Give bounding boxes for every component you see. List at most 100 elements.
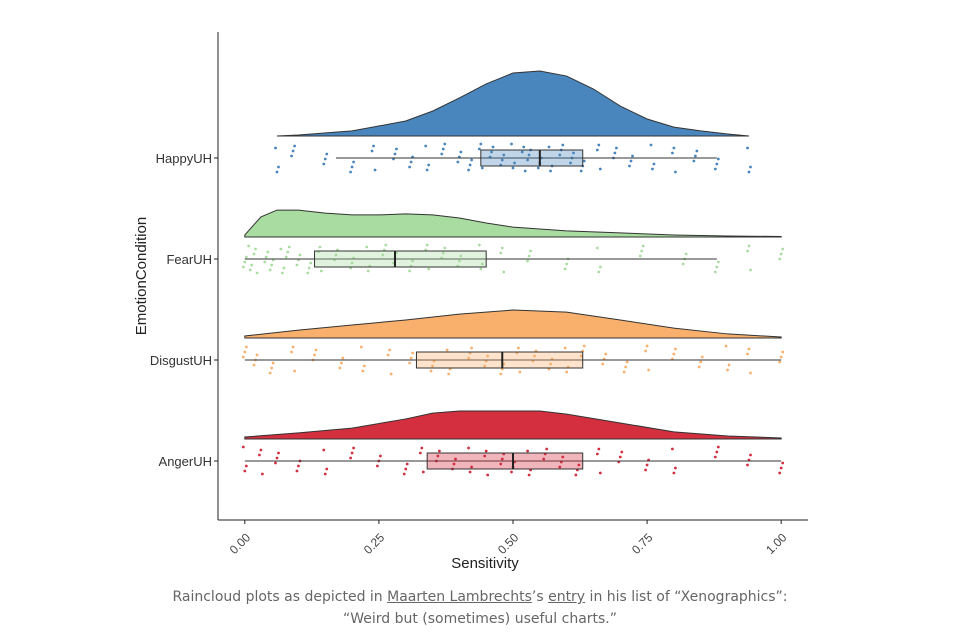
- point: [522, 145, 526, 149]
- point: [291, 345, 295, 349]
- point: [418, 451, 422, 455]
- point: [291, 149, 295, 153]
- density: [276, 70, 750, 137]
- point: [459, 254, 463, 258]
- point: [477, 243, 481, 247]
- point: [716, 157, 720, 161]
- caption-text: Raincloud plots as depicted in: [172, 589, 388, 605]
- point: [409, 356, 413, 360]
- point: [282, 266, 286, 270]
- point: [781, 461, 785, 465]
- point: [620, 450, 624, 454]
- point: [779, 466, 783, 470]
- point: [241, 355, 245, 359]
- point: [490, 150, 493, 154]
- point: [270, 263, 274, 267]
- point: [713, 270, 717, 274]
- point: [447, 372, 451, 376]
- point: [411, 259, 414, 263]
- point: [479, 142, 483, 146]
- point: [597, 143, 601, 147]
- point: [421, 470, 425, 474]
- point: [681, 262, 685, 266]
- point: [624, 365, 628, 369]
- point: [467, 356, 470, 360]
- point: [431, 364, 434, 368]
- point: [452, 462, 456, 466]
- point: [274, 146, 277, 150]
- point: [526, 158, 529, 162]
- point: [287, 245, 291, 249]
- point: [425, 168, 429, 172]
- point: [408, 165, 411, 169]
- point: [268, 371, 272, 375]
- point: [595, 452, 599, 456]
- point: [427, 163, 431, 167]
- point: [716, 445, 720, 449]
- point: [402, 472, 406, 476]
- point: [529, 249, 532, 253]
- point: [244, 255, 248, 259]
- point: [441, 251, 445, 255]
- point: [778, 471, 782, 475]
- point: [443, 246, 447, 250]
- point: [558, 153, 562, 157]
- point: [527, 254, 531, 258]
- point: [693, 154, 697, 158]
- point: [520, 150, 524, 154]
- point: [749, 453, 752, 457]
- point: [366, 269, 370, 273]
- point: [295, 469, 299, 473]
- point: [699, 360, 703, 364]
- caption-text: in his list of “Xenographics”: “Weird bu…: [342, 589, 788, 627]
- point: [645, 344, 649, 348]
- point: [533, 354, 536, 358]
- point: [692, 159, 696, 163]
- point: [255, 353, 259, 357]
- point: [574, 473, 578, 477]
- point: [365, 245, 369, 249]
- point: [684, 252, 688, 256]
- point: [440, 152, 444, 156]
- caption-link[interactable]: Maarten Lambrechts: [387, 589, 532, 605]
- point: [651, 167, 654, 171]
- point: [724, 344, 728, 348]
- x-tick-label: 0.00: [227, 530, 254, 557]
- point: [325, 467, 329, 471]
- point: [565, 370, 569, 374]
- point: [778, 360, 782, 364]
- point: [243, 260, 247, 264]
- point: [389, 372, 393, 376]
- point: [527, 153, 531, 157]
- point: [500, 158, 504, 162]
- point: [618, 455, 622, 459]
- point: [491, 145, 495, 149]
- point: [323, 472, 327, 476]
- point: [322, 448, 326, 452]
- point: [290, 154, 293, 158]
- box: [314, 250, 487, 268]
- point: [598, 167, 602, 171]
- point: [598, 265, 602, 269]
- point: [579, 354, 583, 358]
- caption-link[interactable]: entry: [548, 589, 586, 605]
- point: [510, 142, 513, 146]
- point: [313, 353, 316, 357]
- point: [307, 266, 311, 270]
- point: [572, 151, 575, 155]
- point: [499, 462, 503, 466]
- point: [381, 253, 385, 257]
- point: [569, 161, 572, 165]
- y-axis-title: EmotionCondition: [133, 217, 150, 335]
- point: [613, 151, 617, 155]
- point: [379, 454, 382, 458]
- point: [408, 361, 411, 365]
- y-tick-label: DisgustUH: [150, 353, 212, 368]
- point: [243, 469, 247, 473]
- point: [652, 162, 656, 166]
- point: [781, 350, 785, 354]
- point: [516, 346, 520, 350]
- point: [244, 345, 248, 349]
- point: [427, 267, 431, 271]
- y-tick-label: HappyUH: [156, 151, 212, 166]
